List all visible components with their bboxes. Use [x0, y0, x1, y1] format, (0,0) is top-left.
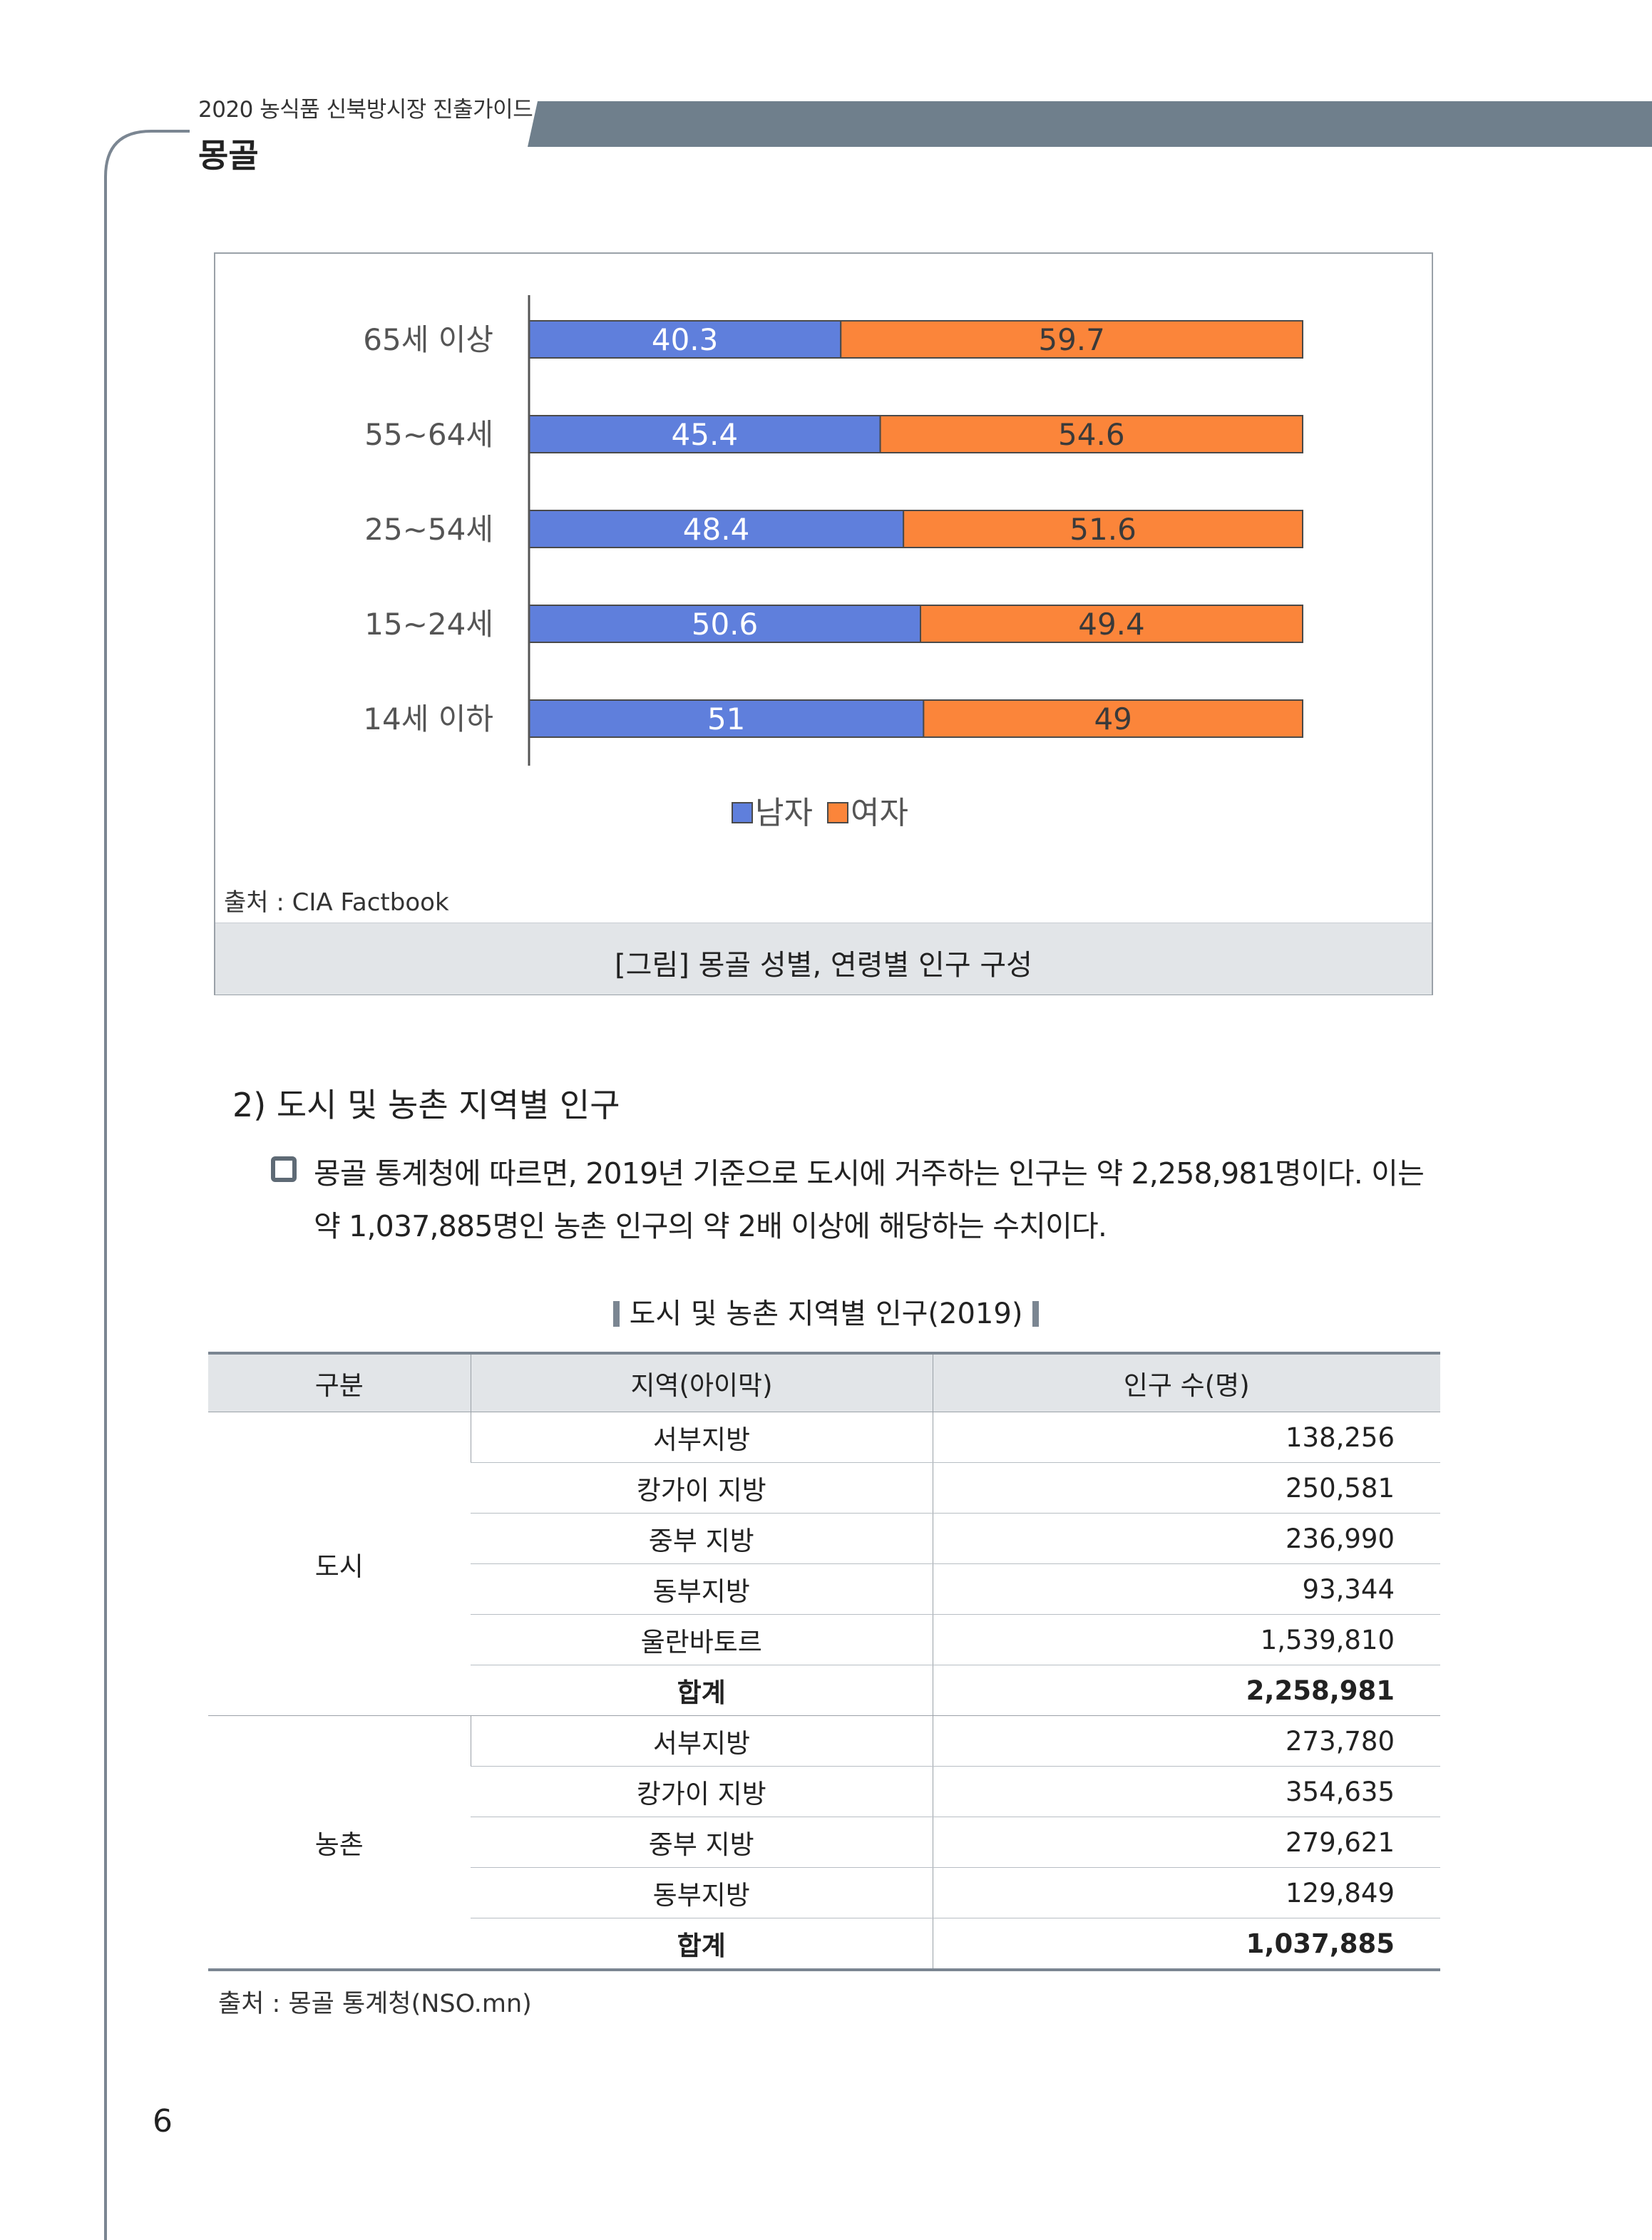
country-title: 몽골 [198, 136, 259, 175]
region-cell: 중부 지방 [471, 1513, 933, 1564]
bar-segment [920, 605, 1303, 643]
figure-source: 출처 : CIA Factbook [224, 888, 449, 917]
population-cell: 279,621 [932, 1817, 1440, 1868]
page-number: 6 [153, 2103, 173, 2139]
population-cell: 129,849 [932, 1867, 1440, 1918]
figure-caption: [그림] 몽골 성별, 연령별 인구 구성 [615, 949, 1032, 982]
population-cell: 138,256 [932, 1412, 1440, 1463]
data-label: 59.7 [1038, 322, 1105, 357]
data-label: 40.3 [652, 322, 719, 357]
table-row: 중부 지방 279,621 [208, 1817, 1440, 1868]
table-row: 동부지방 129,849 [208, 1867, 1440, 1918]
header-region: 지역(아이막) [470, 1352, 933, 1412]
table-source: 출처 : 몽골 통계청(NSO.mn) [218, 1990, 532, 2018]
population-cell: 273,780 [932, 1715, 1440, 1767]
population-cell: 1,539,810 [932, 1614, 1440, 1665]
group-cell-rural: 농촌 [208, 1715, 471, 1971]
y-tick-label: 55~64세 [364, 417, 493, 452]
data-label: 45.4 [672, 417, 739, 452]
header-bar [528, 101, 1652, 147]
y-tick-label: 14세 이하 [363, 702, 493, 736]
figure-caption-bar: [그림] 몽골 성별, 연령별 인구 구성 [215, 923, 1432, 995]
population-table: 구분 지역(아이막) 인구 수(명) 도시 서부지방 138,256 캉가이 지… [208, 1352, 1440, 1971]
data-label: 51.6 [1069, 512, 1137, 547]
table-total-row: 합계 2,258,981 [208, 1665, 1440, 1716]
table-row: 울란바토르 1,539,810 [208, 1614, 1440, 1665]
table-row: 캉가이 지방 250,581 [208, 1462, 1440, 1514]
figure-box: 65세 이상 40.3 59.7 55~64세 45.4 54.6 25~54세 48.4 51… [214, 252, 1433, 995]
legend-label: 여자 [851, 795, 908, 831]
data-label: 54.6 [1058, 417, 1125, 452]
data-label: 50.6 [692, 607, 759, 642]
guide-title: 2020 농식품 신북방시장 진출가이드 [198, 97, 533, 123]
section-heading: 2) 도시 및 농촌 지역별 인구 [232, 1086, 620, 1124]
bar-segment [923, 699, 1303, 738]
bar-segment [879, 415, 1303, 453]
data-label: 51 [707, 702, 745, 736]
population-cell: 236,990 [932, 1513, 1440, 1564]
population-chart: 65세 이상 40.3 59.7 55~64세 45.4 54.6 25~54세 48.4 51… [363, 295, 1303, 831]
y-tick-label: 15~24세 [364, 607, 493, 642]
table-row: 중부 지방 236,990 [208, 1513, 1440, 1564]
table-title-text: 도시 및 농촌 지역별 인구(2019) [629, 1298, 1023, 1330]
population-cell: 250,581 [932, 1462, 1440, 1514]
bar-segment [903, 510, 1303, 548]
region-cell: 캉가이 지방 [471, 1766, 933, 1817]
header-category: 구분 [208, 1352, 471, 1412]
page-frame-line [104, 130, 190, 2240]
bar-segment [528, 415, 881, 453]
bar-segment [528, 605, 922, 643]
table-row: 도시 서부지방 138,256 [208, 1412, 1440, 1716]
bar-segment [840, 320, 1303, 359]
table-total-row: 합계 1,037,885 [208, 1918, 1440, 1971]
region-cell: 서부지방 [470, 1715, 933, 1767]
region-cell: 캉가이 지방 [471, 1462, 933, 1514]
group-cell-urban: 도시 [208, 1412, 471, 1716]
total-value-cell: 2,258,981 [932, 1665, 1440, 1716]
total-value-cell: 1,037,885 [932, 1918, 1440, 1971]
legend-swatch [732, 802, 753, 823]
y-tick-label: 25~54세 [364, 512, 493, 547]
table-row: 캉가이 지방 354,635 [208, 1766, 1440, 1817]
legend-label: 남자 [755, 795, 813, 831]
title-bar-right-icon [1032, 1301, 1040, 1327]
legend-swatch [827, 802, 848, 823]
bullet-square-icon [271, 1156, 297, 1182]
data-label: 49.4 [1078, 607, 1145, 642]
table-row: 동부지방 93,344 [208, 1563, 1440, 1615]
bar-segment [528, 510, 905, 548]
region-cell: 서부지방 [470, 1412, 933, 1463]
data-label: 48.4 [683, 512, 750, 547]
region-cell: 중부 지방 [471, 1817, 933, 1868]
population-cell: 354,635 [932, 1766, 1440, 1817]
region-cell: 울란바토르 [471, 1614, 933, 1665]
bar-segment [528, 320, 842, 359]
table-title: 도시 및 농촌 지역별 인구(2019) [0, 1290, 1652, 1332]
y-tick-label: 65세 이상 [363, 322, 493, 357]
table-row: 농촌 서부지방 273,780 [208, 1715, 1440, 1971]
total-label-cell: 합계 [471, 1918, 933, 1971]
total-label-cell: 합계 [471, 1665, 933, 1716]
header-population: 인구 수(명) [932, 1352, 1440, 1412]
population-cell: 93,344 [932, 1563, 1440, 1615]
region-cell: 동부지방 [471, 1867, 933, 1918]
paragraph-line-2: 약 1,037,885명인 농촌 인구의 약 2배 이상에 해당하는 수치이다. [314, 1209, 1107, 1243]
title-bar-left-icon [612, 1301, 620, 1327]
paragraph-line-1: 몽골 통계청에 따르면, 2019년 기준으로 도시에 거주하는 인구는 약 2… [314, 1156, 1425, 1191]
data-label: 49 [1094, 702, 1132, 736]
table-header-row: 구분 지역(아이막) 인구 수(명) [208, 1352, 1440, 1412]
region-cell: 동부지방 [471, 1563, 933, 1615]
